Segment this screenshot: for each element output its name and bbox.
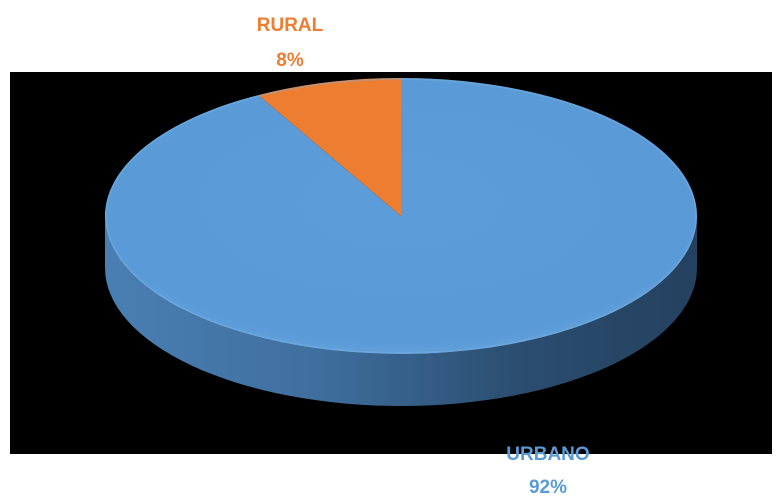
label-rural-value: 8%	[276, 50, 304, 71]
pie-slice-rural	[258, 78, 401, 216]
pie-slice-urbano	[104, 78, 698, 354]
label-urbano-value: 92%	[529, 477, 567, 497]
label-rural-name: RURAL	[257, 15, 324, 36]
pie-side	[105, 216, 697, 406]
pie-side-wall	[105, 216, 697, 406]
label-urbano-name: URBANO	[506, 444, 589, 465]
pie-top	[104, 78, 698, 354]
slice-labels: RURAL 8% URBANO 92%	[257, 15, 590, 497]
pie-rim-highlight	[105, 78, 697, 354]
